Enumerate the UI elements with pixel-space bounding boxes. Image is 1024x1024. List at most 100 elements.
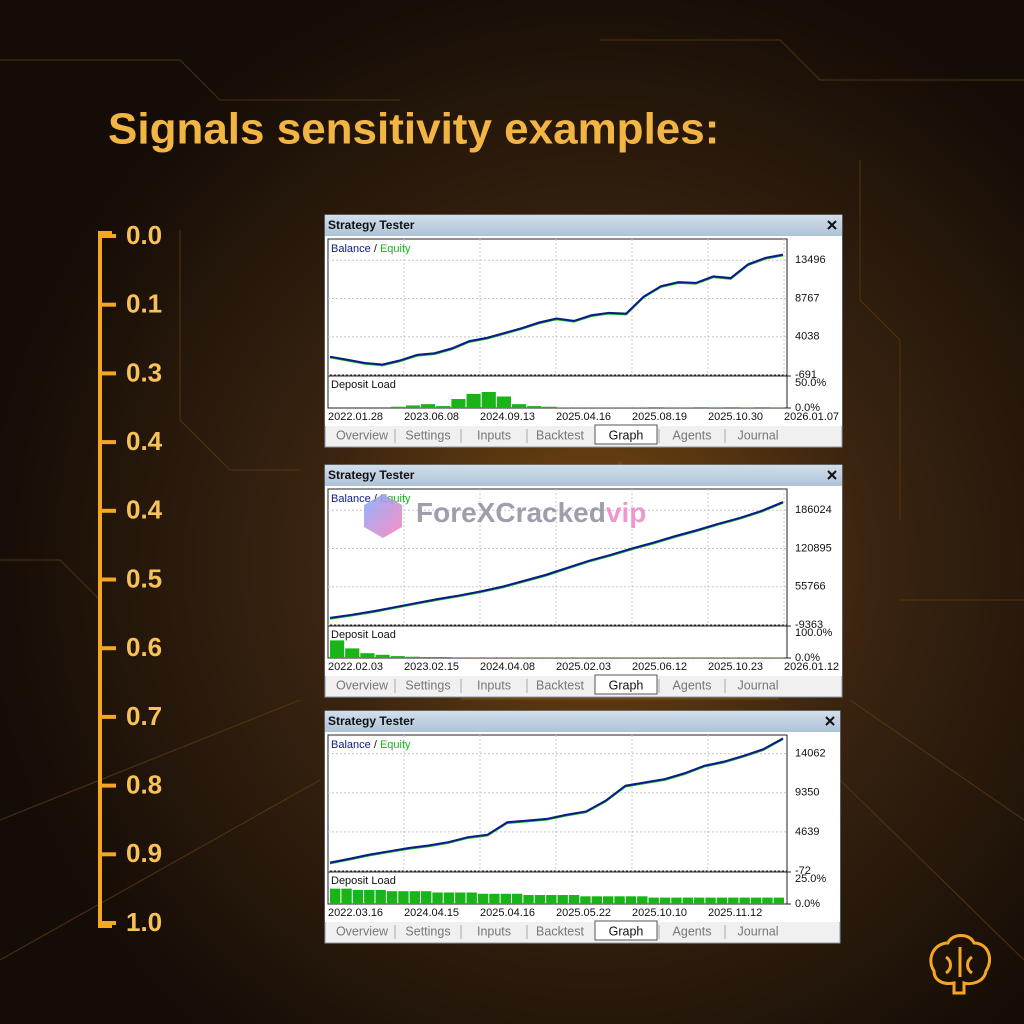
legend-balance: Balance — [331, 243, 371, 255]
tab[interactable]: Settings — [405, 678, 450, 692]
load-bar — [352, 889, 364, 904]
tab[interactable]: Overview — [336, 428, 389, 442]
load-bar — [421, 404, 436, 408]
date-label: 2025.02.03 — [556, 661, 611, 673]
load-bar — [587, 407, 602, 408]
load-bar — [659, 897, 671, 904]
load-bar — [527, 406, 542, 408]
scale-label: 0.1 — [126, 289, 162, 319]
load-bar — [716, 897, 728, 904]
tab[interactable]: Agents — [673, 428, 712, 442]
tab[interactable]: Overview — [336, 924, 389, 938]
scale-label: 0.4 — [126, 426, 163, 456]
load-bar — [345, 648, 360, 658]
scale-label: 0.9 — [126, 838, 162, 868]
tab[interactable]: Settings — [405, 428, 450, 442]
load-label: Deposit Load — [331, 379, 396, 391]
scale-label: 0.8 — [126, 769, 162, 799]
tab[interactable]: Graph — [609, 428, 644, 442]
scale-label: 0.5 — [126, 563, 162, 593]
scale-label: 0.0 — [126, 220, 162, 250]
scale-label: 0.6 — [126, 632, 162, 662]
date-label: 2025.10.23 — [708, 661, 763, 673]
load-bar — [481, 657, 496, 658]
legend-equity: Equity — [380, 739, 411, 751]
tab[interactable]: Agents — [673, 678, 712, 692]
scale: 0.0 0.1 0.3 0.4 0.4 0.5 0.6 0.7 0.8 0.9 1.0 — [98, 220, 163, 937]
legend-separator: / — [374, 739, 378, 751]
balance-line — [329, 253, 784, 366]
date-label: 2023.06.08 — [404, 411, 459, 423]
load-bar — [360, 653, 375, 658]
load-tick-label: 0.0% — [795, 898, 820, 910]
load-bar — [330, 640, 345, 658]
load-bar — [375, 654, 390, 658]
tab[interactable]: Graph — [609, 678, 644, 692]
watermark: ForeXCrackedvip — [364, 494, 646, 538]
date-label: 2025.06.12 — [632, 661, 687, 673]
tab-active — [594, 424, 658, 445]
tab[interactable]: Backtest — [536, 428, 584, 442]
date-label: 2022.02.03 — [328, 661, 383, 673]
plot-frame — [327, 238, 788, 376]
load-bar — [443, 892, 455, 904]
y-tick-label: 9350 — [795, 787, 819, 799]
load-bar — [614, 896, 625, 904]
load-tick-label: 0.0% — [795, 652, 820, 664]
date-label: 2025.04.16 — [556, 411, 611, 423]
legend: Balance / Equity — [331, 243, 411, 255]
watermark-text: ForeXCrackedvip — [416, 497, 646, 528]
date-label: 2022.01.28 — [328, 411, 383, 423]
load-bar — [534, 895, 546, 904]
tab[interactable]: Settings — [405, 924, 450, 938]
tab[interactable]: Backtest — [536, 924, 584, 938]
load-bar — [671, 897, 682, 904]
date-label: 2025.05.22 — [556, 907, 611, 919]
date-label: 2026.01.12 — [784, 661, 839, 673]
date-label: 2024.09.13 — [480, 411, 535, 423]
tab[interactable]: Inputs — [477, 428, 511, 442]
tab[interactable]: Agents — [673, 924, 712, 938]
load-bar — [405, 656, 420, 658]
tab[interactable]: Inputs — [477, 924, 511, 938]
strategy-tester-panel: Strategy Tester 2022.02.03 2023.02.15 2024.… — [324, 464, 843, 698]
load-bar — [580, 896, 591, 904]
y-tick-label: 8767 — [795, 292, 819, 304]
y-tick-label: 14062 — [795, 748, 826, 760]
load-bar — [386, 891, 398, 904]
tab[interactable]: Graph — [609, 924, 644, 938]
load-bar — [648, 897, 659, 904]
y-tick-label: 120895 — [795, 542, 832, 554]
load-bar — [330, 888, 341, 904]
tab[interactable]: Journal — [738, 428, 779, 442]
date-label: 2023.02.15 — [404, 661, 459, 673]
close-button — [827, 470, 837, 480]
tab[interactable]: Journal — [738, 924, 779, 938]
watermark-brand: ForeXCracked — [416, 497, 606, 528]
tab[interactable]: Overview — [336, 678, 389, 692]
tab[interactable]: Inputs — [477, 678, 511, 692]
load-bar — [678, 407, 693, 408]
load-bar — [451, 399, 466, 408]
panel-title: Strategy Tester — [328, 714, 415, 728]
strategy-tester-panel: Strategy Tester 2022.03.16 2024.04.15 2025.… — [324, 710, 841, 944]
load-bar — [390, 656, 405, 658]
load-bar — [405, 405, 420, 408]
close-button — [827, 220, 837, 230]
brain-icon — [929, 934, 991, 995]
scale-label: 0.4 — [126, 495, 163, 525]
y-tick-label: 186024 — [795, 504, 832, 516]
y-tick-label: 4639 — [795, 826, 819, 838]
load-bar — [466, 892, 477, 904]
panels: Strategy Tester 2022.01.28 2023.06.08 2024.… — [324, 214, 843, 944]
scale-label: 0.3 — [126, 357, 162, 387]
load-bar — [546, 895, 557, 904]
title-bar — [325, 465, 842, 486]
tab[interactable]: Backtest — [536, 678, 584, 692]
tab[interactable]: Journal — [738, 678, 779, 692]
load-bar — [568, 895, 580, 904]
load-bar — [739, 407, 754, 408]
legend-separator: / — [374, 243, 378, 255]
load-bar — [481, 392, 496, 408]
y-tick-label: -691 — [795, 369, 817, 381]
